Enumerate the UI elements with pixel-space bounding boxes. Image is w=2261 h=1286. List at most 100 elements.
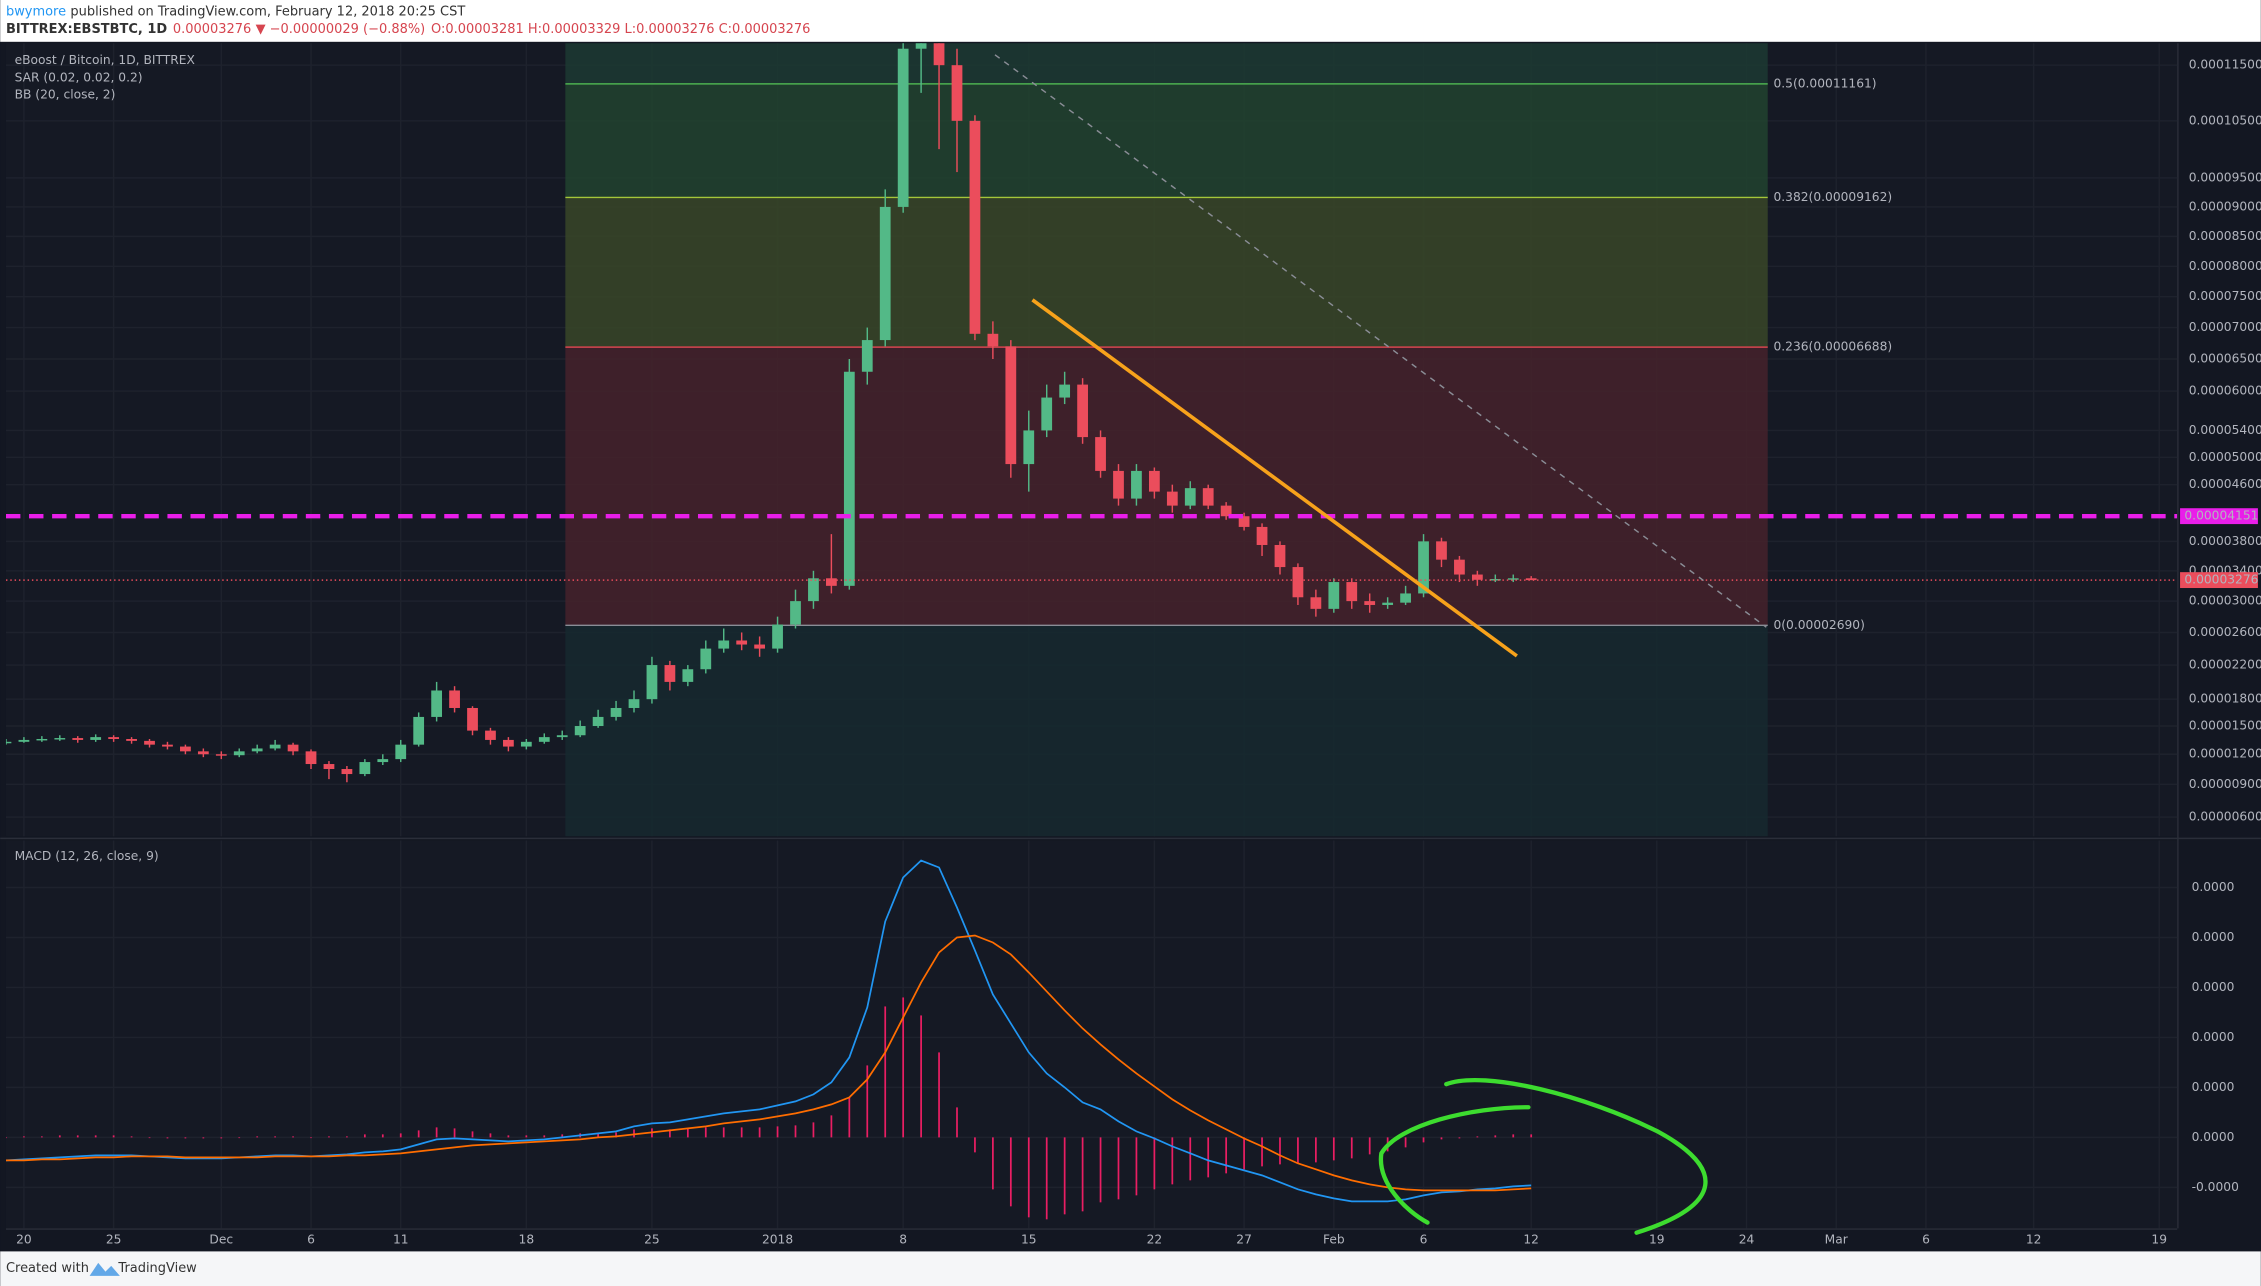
candle-body	[1005, 346, 1017, 465]
histogram-bar	[1315, 1137, 1317, 1163]
histogram-bar	[686, 1128, 689, 1138]
chart-title: eBoost / Bitcoin, 1D, BITTREX	[15, 53, 196, 67]
histogram-bar	[1189, 1137, 1192, 1181]
last-price: 0.00003276	[173, 21, 251, 36]
histogram-bar	[633, 1129, 635, 1138]
macd-line	[5, 934, 1532, 1192]
histogram-bar	[597, 1133, 599, 1138]
candle-body	[1023, 430, 1035, 465]
author[interactable]: bwymore	[6, 4, 66, 19]
histogram-bar	[292, 1136, 294, 1138]
candle-body	[1364, 601, 1376, 605]
candle-body	[861, 340, 873, 372]
candle-body	[323, 764, 335, 770]
candle-body	[538, 737, 550, 742]
brand[interactable]: TradingView	[117, 1261, 197, 1276]
price-line-badge	[2180, 508, 2258, 525]
histogram-bar	[23, 1136, 25, 1138]
candle-body	[1041, 397, 1053, 431]
x-tick-label: 18	[519, 1232, 535, 1246]
histogram-bar	[238, 1137, 241, 1139]
x-tick-label: 11	[393, 1232, 409, 1246]
indicator-sar: SAR (0.02, 0.02, 0.2)	[15, 70, 143, 84]
candle-body	[1184, 488, 1196, 506]
histogram-bar	[543, 1135, 546, 1138]
candle-body	[305, 751, 317, 765]
histogram-bar	[256, 1136, 259, 1138]
histogram-bar	[669, 1129, 671, 1138]
candle-body	[1346, 582, 1358, 602]
x-tick-label: 15	[1021, 1232, 1037, 1246]
histogram-bar	[274, 1136, 276, 1138]
y-tick-label: 0.0000	[2192, 1030, 2235, 1044]
histogram-bar	[76, 1135, 79, 1138]
histogram-bar	[148, 1137, 151, 1139]
histogram-bar	[1099, 1137, 1102, 1203]
histogram-bar	[992, 1137, 994, 1190]
histogram-bar	[453, 1128, 456, 1138]
fib-label: 0.382(0.00009162)	[1774, 190, 1893, 204]
histogram-bar	[884, 1006, 887, 1138]
candle-body	[700, 648, 712, 670]
y-tick-label: 0.00002600	[2189, 625, 2261, 639]
fib-label: 0.236(0.00006688)	[1774, 340, 1893, 354]
y-tick-label: 0.00008000	[2189, 259, 2261, 273]
candle-body	[1436, 541, 1447, 560]
candle-body	[646, 665, 658, 700]
y-tick-label: 0.00003800	[2189, 534, 2261, 548]
candle-body	[359, 762, 371, 775]
x-tick-label: 24	[1739, 1232, 1755, 1246]
histogram-bar	[1458, 1137, 1461, 1139]
histogram-bar	[866, 1065, 869, 1138]
y-tick-label: 0.00011500	[2189, 58, 2261, 72]
y-tick-label: 0.00001200	[2189, 747, 2261, 761]
histogram-bar	[1207, 1137, 1210, 1178]
candle-body	[1095, 437, 1106, 471]
trend-line-dashed	[994, 54, 1767, 628]
candle-body	[90, 737, 102, 740]
y-tick-label: 0.00004600	[2189, 477, 2261, 491]
published: published on TradingView.com, February 1…	[70, 4, 465, 19]
histogram-bar	[1350, 1137, 1353, 1159]
candle-body	[1059, 384, 1071, 398]
trend-line	[1031, 298, 1518, 658]
x-tick-label: 12	[2026, 1232, 2042, 1246]
y-tick-label: 0.00009000	[2189, 199, 2261, 213]
histogram-bar	[848, 1097, 851, 1138]
price-line-badge	[2180, 572, 2258, 589]
histogram-bar	[1332, 1137, 1335, 1161]
histogram-bar	[202, 1137, 205, 1139]
y-tick-label: 0.00006500	[2189, 352, 2261, 366]
candle-body	[413, 716, 425, 745]
candle-body	[628, 699, 640, 708]
histogram-bar	[758, 1127, 761, 1138]
histogram-bar	[1279, 1137, 1281, 1165]
histogram-bar	[1530, 1134, 1533, 1138]
y-tick-label: 0.0000	[2192, 930, 2235, 944]
histogram-bar	[1009, 1137, 1012, 1207]
histogram-bar	[112, 1135, 115, 1138]
axes: 20 25 Dec 6 11 18 25 2018 8 15 22 27 Feb 6 12 19 24 Mar 6 1…	[16, 58, 2261, 1247]
histogram-bar	[130, 1136, 133, 1138]
candle-body	[1220, 505, 1232, 517]
histogram-bar	[1081, 1137, 1084, 1212]
y-tick-label: 0.00007000	[2189, 320, 2261, 334]
candle-body	[1131, 470, 1142, 499]
y-tick-label: -0.0000	[2192, 1180, 2239, 1194]
candle-body	[108, 737, 120, 739]
candle-body	[287, 744, 299, 752]
price-line-label: 0.00003276	[2184, 573, 2258, 587]
x-tick-label: Mar	[1825, 1232, 1849, 1246]
histogram-bar	[435, 1127, 438, 1138]
x-tick-label: Dec	[209, 1232, 233, 1246]
candle-body	[520, 741, 532, 747]
histogram-bar	[399, 1133, 402, 1138]
candle-body	[897, 48, 909, 207]
histogram-bar	[489, 1133, 492, 1138]
x-tick-label: 25	[106, 1232, 122, 1246]
candle-body	[467, 707, 478, 731]
x-tick-label: 2018	[762, 1232, 793, 1246]
histogram-bar	[1440, 1137, 1443, 1140]
histogram-bar	[704, 1127, 707, 1138]
candle-body	[341, 769, 353, 775]
